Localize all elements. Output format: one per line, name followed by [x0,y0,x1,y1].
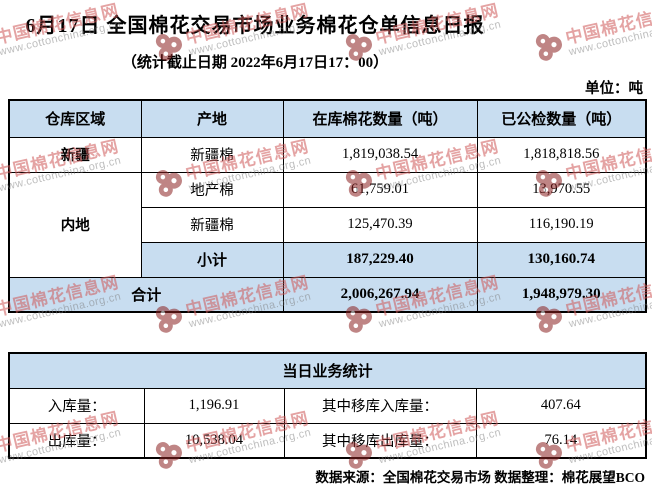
col-header-instock: 在库棉花数量（吨） [282,99,478,138]
col-header-origin: 产地 [140,99,284,138]
origin-cell: 新疆棉 [140,206,284,243]
inbound-label: 入库量： [8,387,145,424]
subtotal-label: 小计 [140,241,284,278]
inspected-cell: 13,970.55 [476,171,647,208]
inbound-value: 1,196.91 [143,387,285,424]
instock-cell: 1,819,038.54 [282,136,478,173]
data-source-footer: 数据来源：全国棉花交易市场 数据整理：棉花展望BCO [315,470,645,485]
origin-cell: 地产棉 [140,171,284,208]
daily-table-title: 当日业务统计 [8,352,647,389]
col-header-region: 仓库区域 [8,99,142,138]
daily-business-table: 当日业务统计 入库量： 1,196.91 其中移库入库量： 407.64 出库量… [8,352,648,459]
inspected-cell: 1,818,818.56 [476,136,647,173]
region-cell: 内地 [8,171,142,278]
total-instock: 2,006,267.94 [282,276,478,313]
subtotal-row: 小计 187,229.40 130,160.74 [9,241,647,278]
origin-cell: 新疆棉 [140,136,284,173]
report-header: 6月17日 全国棉花交易市场业务棉花仓单信息日报 （统计截止日期 2022年6月… [0,0,510,72]
table-row: 新疆 新疆棉 1,819,038.54 1,818,818.56 [8,136,647,173]
table-row: 新疆棉 125,470.39 116,190.19 [9,206,647,243]
total-inspected: 1,948,979.30 [476,276,647,313]
col-header-inspected: 已公检数量（吨） [476,99,647,138]
outbound-value: 10,538.04 [143,422,285,459]
instock-cell: 61,759.01 [282,171,478,208]
outbound-label: 出库量： [8,422,145,459]
table-row: 入库量： 1,196.91 其中移库入库量： 407.64 [8,387,647,424]
watermark-name: 中国棉花信息网 [563,0,652,48]
unit-label: 单位：吨 [585,81,643,97]
instock-cell: 125,470.39 [282,206,478,243]
report-subtitle: （统计截止日期 2022年6月17日17：00） [121,55,389,71]
region-cell: 新疆 [8,136,142,173]
inventory-header-row: 仓库区域 产地 在库棉花数量（吨） 已公检数量（吨） [8,99,647,138]
total-row: 合计 2,006,267.94 1,948,979.30 [8,276,647,313]
daily-header-row: 当日业务统计 [8,352,647,389]
table-row: 出库量： 10,538.04 其中移库出库量： 76.14 [8,422,647,459]
subtotal-instock: 187,229.40 [282,241,478,278]
transfer-out-value: 76.14 [475,422,647,459]
inspected-cell: 116,190.19 [476,206,647,243]
subtotal-inspected: 130,160.74 [476,241,647,278]
watermark-url: www.cottonchina.org.cn [567,18,652,58]
table-row: 内地 地产棉 61,759.01 13,970.55 [8,171,647,278]
transfer-in-label: 其中移库入库量： [283,387,477,424]
total-label: 合计 [8,276,284,313]
page-title: 6月17日 全国棉花交易市场业务棉花仓单信息日报 [25,15,485,37]
transfer-in-value: 407.64 [475,387,647,424]
watermark-tile: 中国棉花信息网 www.cottonchina.org.cn [533,0,652,68]
inventory-table: 仓库区域 产地 在库棉花数量（吨） 已公检数量（吨） 新疆 新疆棉 1,819,… [8,99,647,313]
transfer-out-label: 其中移库出库量： [283,422,477,459]
cotton-logo-icon [533,28,566,68]
